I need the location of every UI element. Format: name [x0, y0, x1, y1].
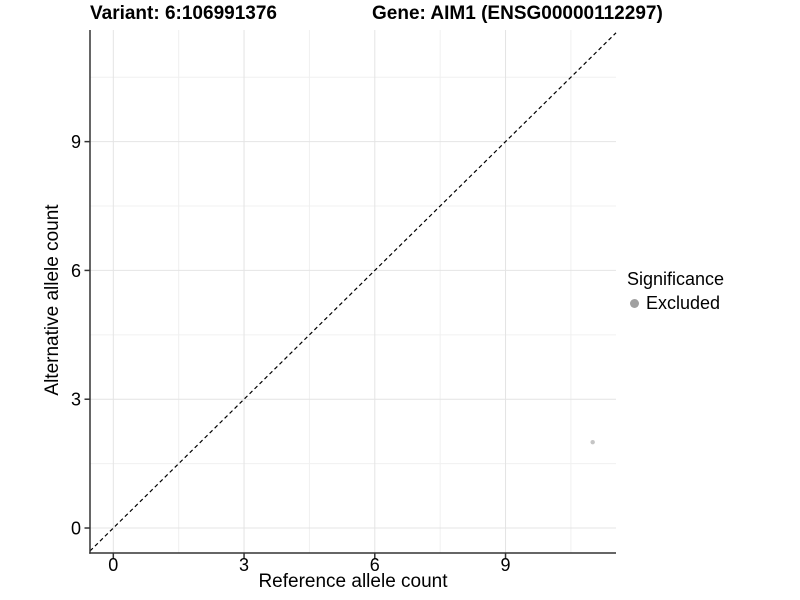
- plot-panel: 0 3 6 9 0 3 6 9: [71, 30, 617, 575]
- x-axis-title: Reference allele count: [258, 571, 448, 592]
- x-tick-label: 3: [239, 555, 249, 575]
- x-tick-label: 9: [501, 555, 511, 575]
- legend-title: Significance: [627, 269, 725, 289]
- x-tick-label: 6: [370, 555, 380, 575]
- data-point: [590, 439, 595, 445]
- y-axis-title: Alternative allele count: [42, 204, 63, 396]
- y-tick-label: 6: [71, 261, 81, 281]
- legend-item-label: Excluded: [646, 292, 721, 313]
- y-tick-label: 0: [71, 519, 81, 539]
- y-tick-label: 9: [71, 132, 81, 152]
- legend-item: Excluded: [627, 292, 724, 314]
- identity-line: [89, 32, 617, 552]
- y-tick-label: 3: [71, 390, 81, 410]
- plot-title-variant: Variant: 6:106991376: [90, 3, 277, 24]
- legend: Significance Excluded: [627, 268, 724, 314]
- x-tick-label: 0: [108, 555, 118, 575]
- legend-point-icon: [630, 298, 639, 308]
- plot-title-gene: Gene: AIM1 (ENSG00000112297): [372, 3, 663, 24]
